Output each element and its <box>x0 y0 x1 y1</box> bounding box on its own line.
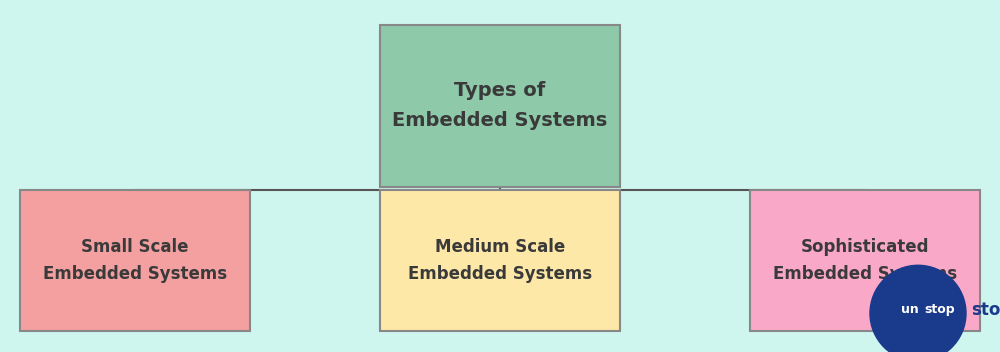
Text: Sophisticated
Embedded Systems: Sophisticated Embedded Systems <box>773 238 957 283</box>
Text: Types of
Embedded Systems: Types of Embedded Systems <box>392 81 608 130</box>
FancyBboxPatch shape <box>380 25 620 187</box>
Text: Small Scale
Embedded Systems: Small Scale Embedded Systems <box>43 238 227 283</box>
FancyBboxPatch shape <box>750 190 980 331</box>
Text: Medium Scale
Embedded Systems: Medium Scale Embedded Systems <box>408 238 592 283</box>
FancyBboxPatch shape <box>20 190 250 331</box>
Text: stop: stop <box>925 303 955 316</box>
Ellipse shape <box>870 265 966 352</box>
FancyBboxPatch shape <box>380 190 620 331</box>
Text: un: un <box>901 303 919 316</box>
Text: stop: stop <box>971 301 1000 319</box>
